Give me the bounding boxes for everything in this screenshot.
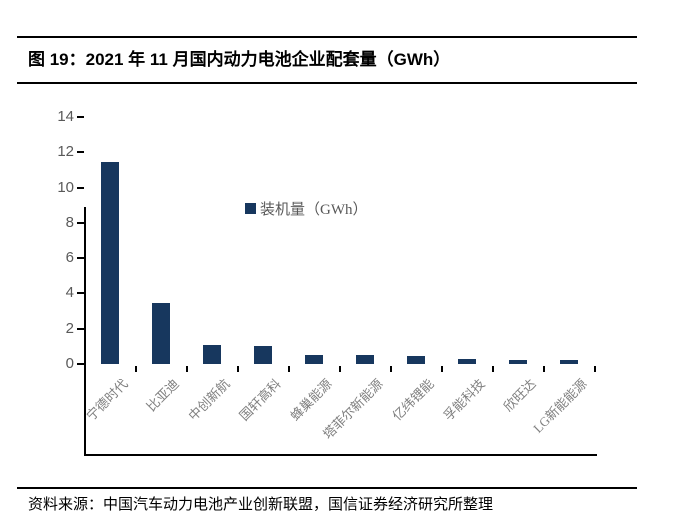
category-label: 中创新航 <box>184 376 233 424</box>
y-tick <box>77 186 84 189</box>
legend-label: 装机量（GWh） <box>260 202 368 218</box>
category-label: 蜂巢能源 <box>286 376 335 424</box>
source-note: 资料来源：中国汽车动力电池产业创新联盟，国信证券经济研究所整理 <box>28 497 494 513</box>
bar <box>253 345 272 364</box>
x-tick <box>492 366 494 372</box>
x-tick <box>186 366 188 372</box>
legend: 装机量（GWh） <box>245 198 368 219</box>
bar <box>508 359 527 364</box>
y-tick <box>77 151 84 154</box>
category-label: 欣旺达 <box>500 376 539 415</box>
x-tick <box>441 366 443 372</box>
y-tick-label: 2 <box>65 319 74 337</box>
y-tick <box>77 363 84 365</box>
footer-rule <box>17 487 637 489</box>
bar <box>406 356 425 364</box>
category-label: 宁德时代 <box>82 376 131 424</box>
x-tick <box>135 366 137 372</box>
category-label: 比亚迪 <box>143 376 182 415</box>
category-label: LG新能能源 <box>529 376 590 436</box>
y-tick <box>77 221 84 224</box>
x-tick <box>543 366 545 372</box>
x-tick <box>594 366 596 372</box>
category-label: 孚能科技 <box>439 376 488 424</box>
y-tick <box>77 116 84 118</box>
y-tick <box>77 292 84 295</box>
x-tick <box>288 366 290 372</box>
y-tick <box>77 257 84 260</box>
y-tick-label: 14 <box>57 108 74 125</box>
bar <box>457 358 476 364</box>
x-tick <box>390 366 392 372</box>
x-tick <box>237 366 239 372</box>
category-label: 亿纬锂能 <box>388 376 437 424</box>
bar <box>151 303 170 364</box>
x-tick <box>339 366 341 372</box>
chart-area: 装机量（GWh） 0 2 4 6 8 10 12 14 宁德时代 比亚迪 中创新航 国轩高科 蜂巢能源塔… <box>0 90 683 485</box>
y-tick-label: 0 <box>65 355 74 372</box>
y-tick-label: 12 <box>57 143 74 161</box>
title-bottom-rule <box>17 82 637 84</box>
x-axis-line <box>84 454 597 456</box>
x-tick <box>84 366 86 372</box>
title-top-rule <box>17 36 637 38</box>
figure-title: 图 19：2021 年 11 月国内动力电池企业配套量（GWh） <box>28 50 451 69</box>
y-tick-label: 4 <box>65 284 74 302</box>
legend-swatch <box>245 203 256 214</box>
bar <box>304 354 323 364</box>
bar <box>202 345 221 364</box>
bar <box>100 161 119 364</box>
y-tick-label: 6 <box>65 249 74 267</box>
category-label: 国轩高科 <box>235 376 284 424</box>
bar <box>355 355 374 364</box>
y-tick-label: 8 <box>65 213 74 231</box>
y-axis-line <box>84 207 86 456</box>
y-tick <box>77 327 84 330</box>
y-tick-label: 10 <box>57 178 74 196</box>
bar <box>559 360 578 364</box>
